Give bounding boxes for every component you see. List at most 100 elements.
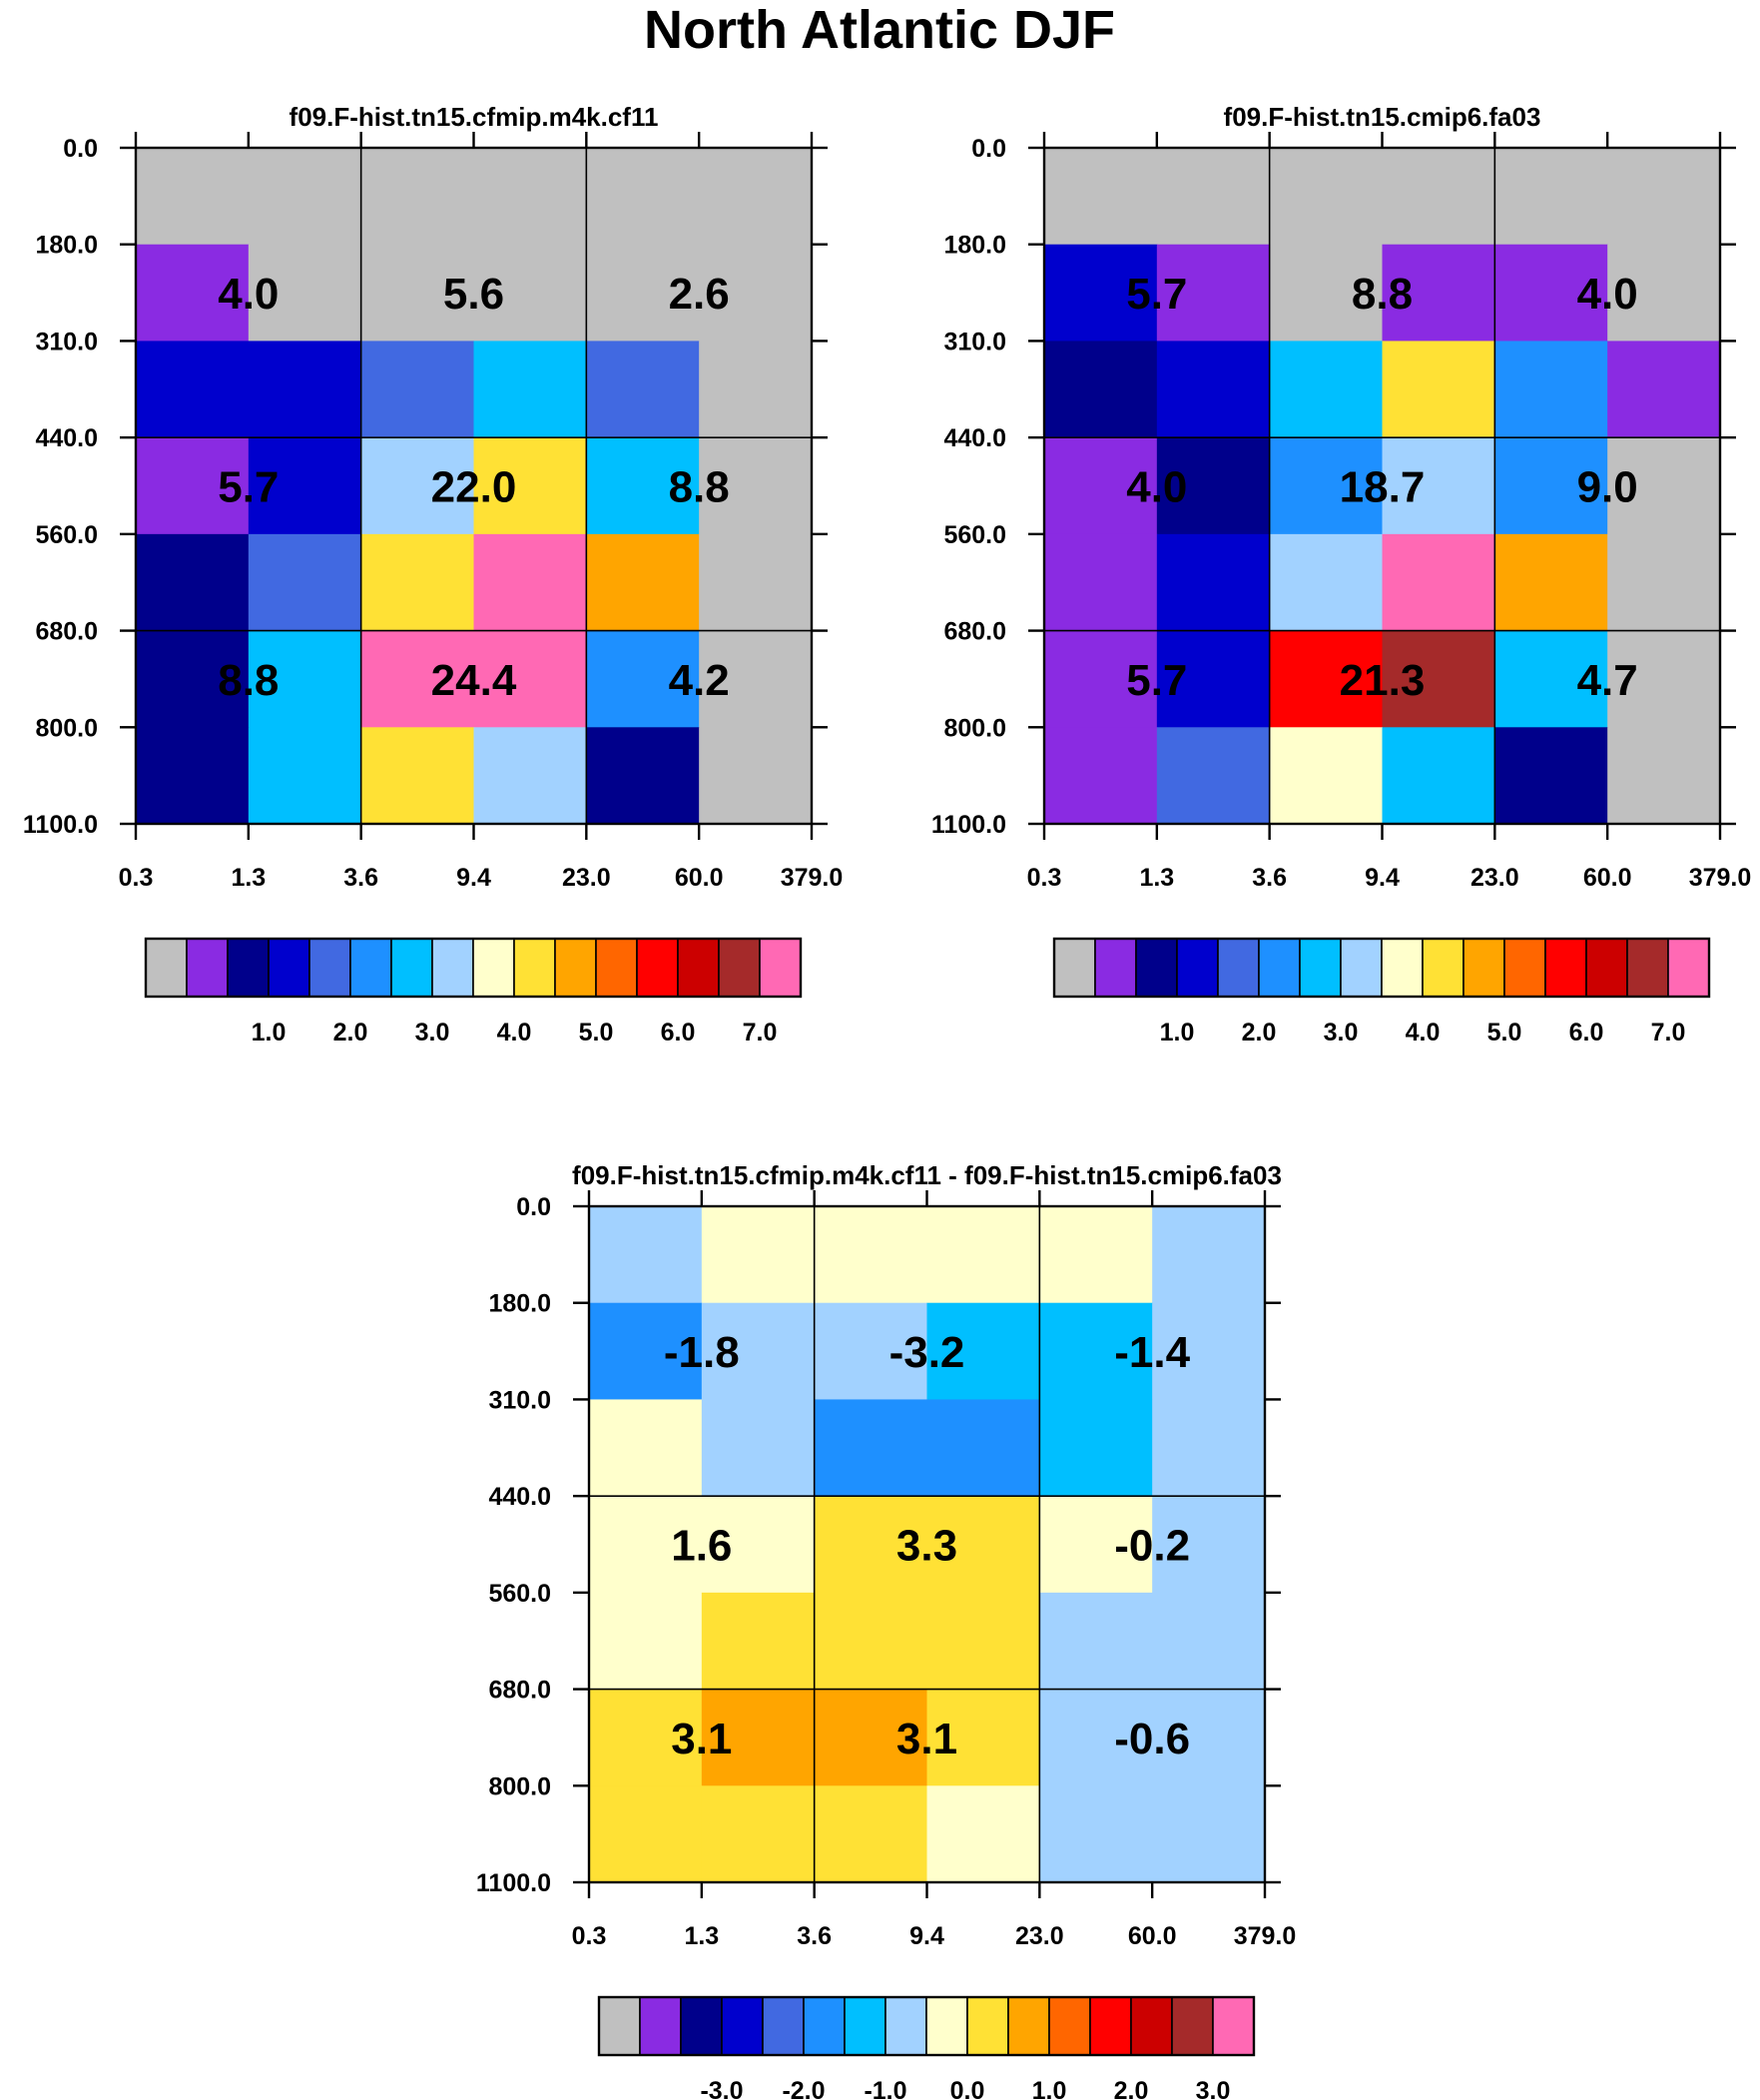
x-tick-label: 23.0 [1470,864,1519,892]
heatmap-cell [1494,244,1608,343]
heatmap-cell [1382,533,1495,632]
colorbar-swatch [759,938,802,998]
heatmap-cell [1152,1785,1266,1883]
heatmap-cell [248,244,362,343]
heatmap-cell [1044,727,1158,825]
heatmap-cell [248,727,362,825]
colorbar-swatch [1094,938,1137,998]
heatmap-cell [1156,533,1271,632]
y-tick-label: 180.0 [488,1290,551,1318]
heatmap-cell [248,533,362,632]
heatmap-cell [1269,437,1384,535]
heatmap-cell [1039,1399,1153,1497]
colorbar-swatch [1048,1996,1091,2056]
heatmap-cell [1156,341,1271,438]
heatmap-cell [586,341,700,438]
colorbar-swatch [677,938,720,998]
colorbar-label: 1.0 [252,1019,287,1047]
colorbar-swatch [762,1996,805,2056]
heatmap-cell [1607,437,1721,535]
x-tick-label: 60.0 [1128,1922,1177,1950]
group-value-label: 3.1 [671,1715,732,1763]
colorbar-swatch [595,938,638,998]
colorbar-swatch [1503,938,1546,998]
x-tick-label: 23.0 [562,864,611,892]
colorbar-label: 1.0 [1032,2077,1067,2100]
group-value-label: -1.8 [664,1328,740,1377]
heatmap-panel-1: f09.F-hist.tn15.cfmip.m4k.cf11 0.0 180.0 31… [23,102,843,1047]
colorbar-swatch [844,1996,886,2056]
x-tick-label: 3.6 [1252,864,1287,892]
heatmap-cell [701,1689,816,1786]
colorbar-swatch [884,1996,927,2056]
heatmap-cell [473,533,587,632]
heatmap-cell [1269,244,1384,343]
x-tick-label: 0.3 [572,1922,607,1950]
heatmap-cell [699,244,813,343]
x-tick-label: 60.0 [1583,864,1632,892]
colorbar-label: 4.0 [497,1019,532,1047]
heatmap-cell [1494,727,1608,825]
heatmap-cell [814,1399,928,1497]
colorbar-swatch [349,938,392,998]
heatmap-cell [248,341,362,438]
heatmap-cell [586,148,700,246]
colorbar-swatch [308,938,351,998]
colorbar-label: 6.0 [1569,1019,1604,1047]
heatmap-cell [473,727,587,825]
colorbar-swatch [1171,1996,1214,2056]
colorbar: 1.0 2.0 3.0 4.0 5.0 6.0 7.0 [1052,937,1711,1047]
colorbar-swatch [1212,1996,1255,2056]
colorbar-swatch [598,1996,641,2056]
group-value-label: 21.3 [1340,656,1426,705]
heatmap-cell [360,727,475,825]
heatmap-cell [473,148,587,246]
colorbar-swatch [966,1996,1009,2056]
y-tick-label: 310.0 [35,328,98,355]
heatmap-cell [1039,1592,1153,1691]
heatmap-cell [926,1785,1040,1883]
heatmap-cell [248,630,362,728]
heatmap-cell [1269,148,1384,246]
group-value-label: 5.7 [218,463,279,512]
colorbar-swatch [1585,938,1628,998]
x-tick-label: 1.3 [1139,864,1174,892]
heatmap-cell [814,1302,928,1401]
colorbar-label: 2.0 [1242,1019,1277,1047]
group-value-label: 3.3 [896,1522,957,1571]
group-value-label: 5.7 [1126,270,1187,319]
heatmap-cell [1156,630,1271,728]
heatmap-cell [699,630,813,728]
heatmap-cell [1607,341,1721,438]
group-value-label: 5.6 [443,270,504,319]
colorbar-swatch [721,1996,764,2056]
y-tick-label: 0.0 [516,1193,551,1221]
heatmap-cell [1152,1302,1266,1401]
heatmap-cell [1269,341,1384,438]
heatmap-cell [248,437,362,535]
y-tick-label: 0.0 [63,135,98,163]
heatmap-cell [589,1689,703,1786]
colorbar-swatch [1007,1996,1050,2056]
colorbar-swatch [554,938,597,998]
heatmap-cell [1044,630,1158,728]
heatmap-cell [586,630,700,728]
y-tick-label: 310.0 [943,328,1006,355]
x-tick-label: 9.4 [909,1922,944,1950]
heatmap-cell [1156,244,1271,343]
group-value-label: 8.8 [669,463,730,512]
heatmap-cell [701,1496,816,1594]
group-value-label: 4.7 [1577,656,1638,705]
heatmap-cell [1494,341,1608,438]
y-tick-label: 560.0 [488,1580,551,1608]
y-tick-label: 0.0 [971,135,1006,163]
y-tick-label: 800.0 [35,714,98,742]
heatmap-cell [1607,727,1721,825]
heatmap-cell [473,630,587,728]
heatmap-cell [1152,1689,1266,1786]
heatmap-cell [1607,148,1721,246]
heatmap-cell [814,1206,928,1304]
heatmap-cell [136,727,250,825]
colorbar-label: 5.0 [579,1019,614,1047]
heatmap-cell [1152,1206,1266,1304]
